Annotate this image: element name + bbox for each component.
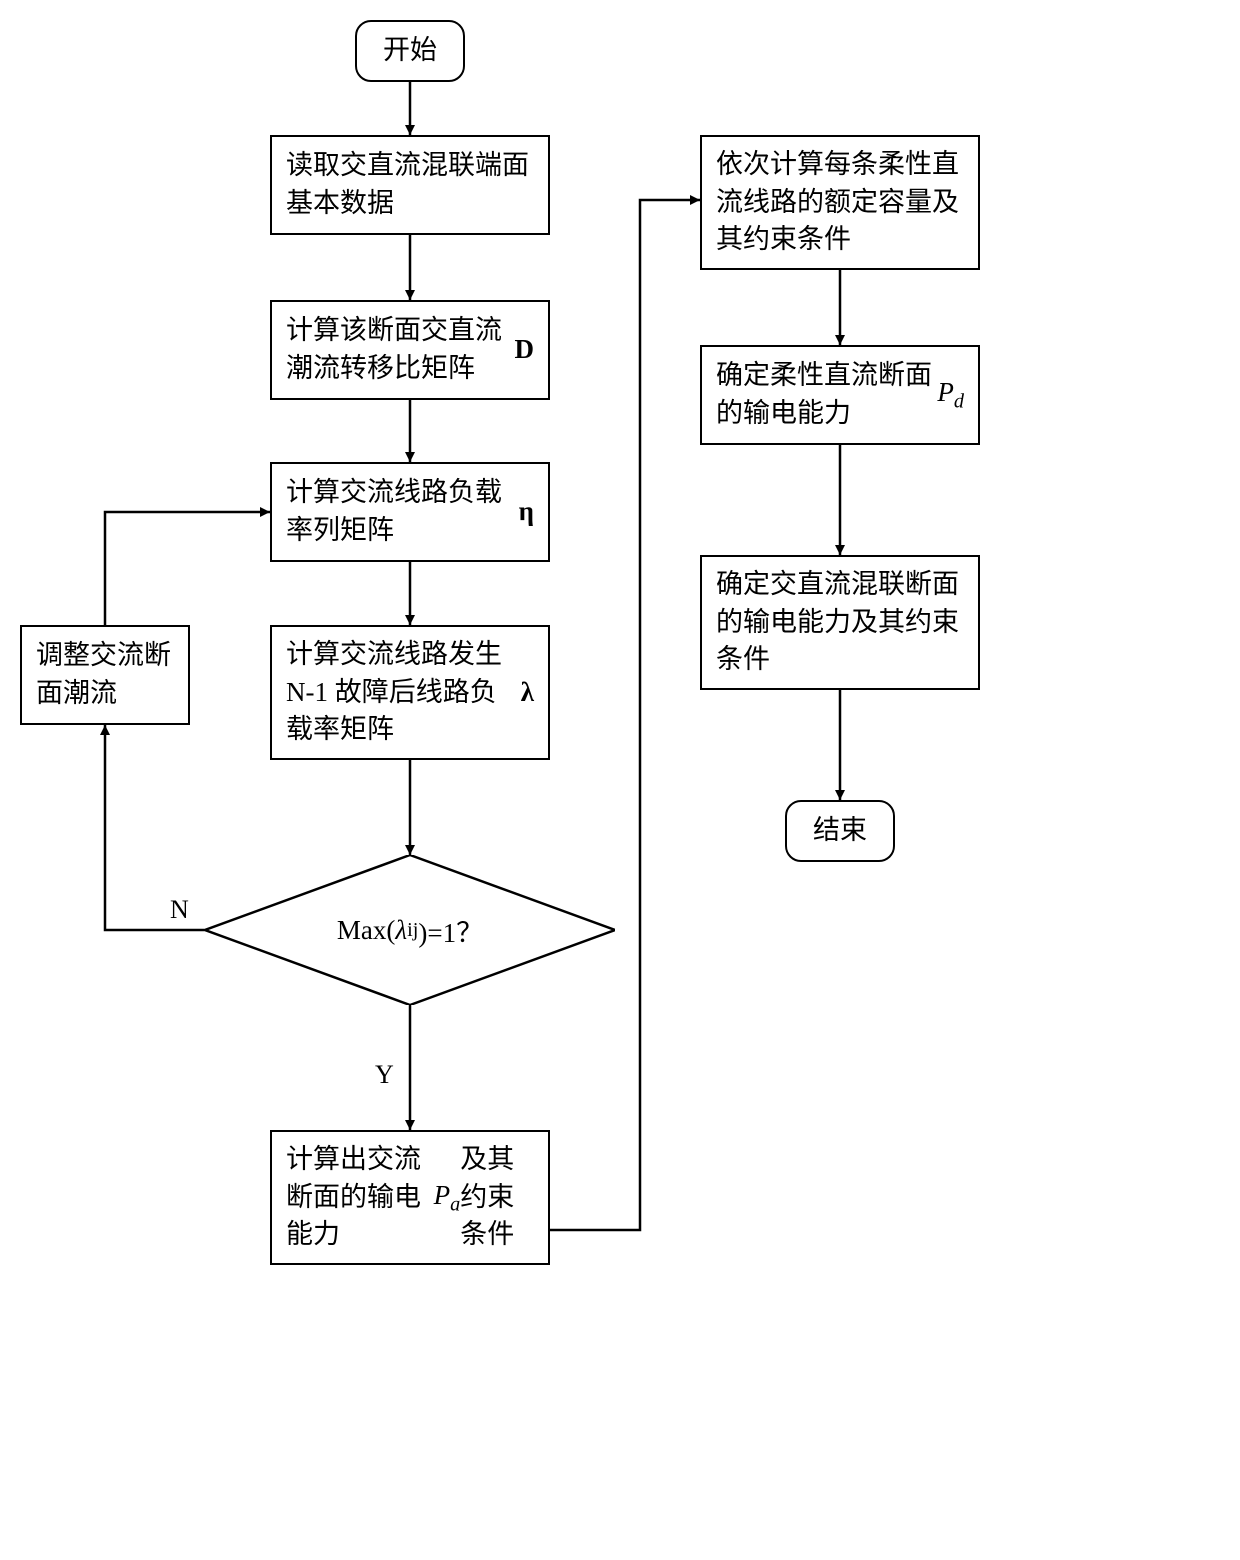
process-n8: 确定交直流混联断面的输电能力及其约束条件 (700, 555, 980, 690)
decision-text: Max(λij)=1？ (205, 855, 615, 1005)
process-adjust: 调整交流断面潮流 (20, 625, 190, 725)
process-n3: 计算交流线路负载率列矩阵η (270, 462, 550, 562)
process-n2: 计算该断面交直流潮流转移比矩阵 D (270, 300, 550, 400)
edge-adjust-n3 (105, 512, 270, 625)
edge-n5-n6 (550, 200, 700, 1230)
terminal-end: 结束 (785, 800, 895, 862)
process-n5: 计算出交流断面的输电能力Pa及其约束条件 (270, 1130, 550, 1265)
decision-dec: Max(λij)=1？ (205, 855, 615, 1005)
edge-dec-adjust (105, 725, 205, 930)
edge-label-N: N (170, 895, 189, 925)
edge-label-Y: Y (375, 1060, 394, 1090)
process-n1: 读取交直流混联端面基本数据 (270, 135, 550, 235)
process-n6: 依次计算每条柔性直流线路的额定容量及其约束条件 (700, 135, 980, 270)
process-n4: 计算交流线路发生N-1 故障后线路负载率矩阵λ (270, 625, 550, 760)
connector-layer (0, 0, 1240, 1560)
process-n7: 确定柔性直流断面的输电能力Pd (700, 345, 980, 445)
terminal-start: 开始 (355, 20, 465, 82)
